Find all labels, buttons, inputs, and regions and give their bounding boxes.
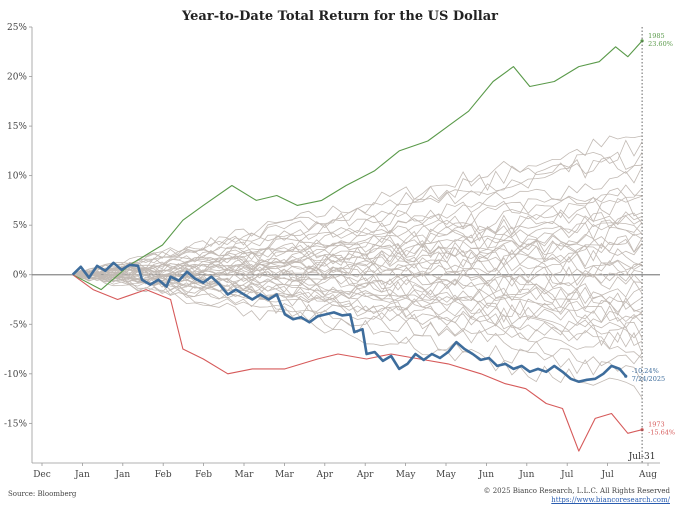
y-tick-label: -5% (10, 320, 28, 330)
history-line (72, 226, 643, 276)
series-value-2025: 7/24/2025 (632, 375, 665, 383)
y-tick-label: -15% (4, 419, 27, 429)
y-tick-label: 25% (7, 23, 27, 33)
y-tick-label: 20% (7, 73, 27, 83)
x-tick-label: Apr (316, 470, 334, 480)
x-tick-label: May (436, 470, 457, 480)
x-tick-label: Jun (478, 470, 494, 480)
x-tick-label: Jan (114, 470, 130, 480)
history-line (72, 274, 643, 354)
series-end-dot-2025 (624, 374, 628, 378)
source-note: Source: Bloomberg (8, 490, 77, 498)
x-tick-label: Feb (155, 470, 172, 480)
history-line (72, 222, 643, 277)
history-line (72, 166, 643, 276)
history-line (72, 212, 643, 276)
x-tick-label: Feb (195, 470, 212, 480)
history-line (72, 219, 643, 277)
series-label-1985: 1985 (648, 32, 665, 40)
x-tick-label: Apr (356, 470, 374, 480)
history-line (72, 274, 643, 323)
history-line (72, 272, 643, 300)
website-link[interactable]: https://www.biancoresearch.com/ (551, 496, 670, 504)
x-tick-label: Jan (74, 470, 90, 480)
copyright-text: © 2025 Bianco Research, L.L.C. All Right… (483, 487, 671, 495)
history-line (72, 135, 643, 276)
chart-title: Year-to-Date Total Return for the US Dol… (182, 9, 498, 24)
history-line (72, 184, 643, 276)
x-tick-label: Jul (560, 470, 573, 480)
x-tick-label: Mar (275, 470, 295, 480)
copyright-block: © 2025 Bianco Research, L.L.C. All Right… (484, 487, 671, 505)
x-tick-label: Aug (638, 470, 657, 480)
x-tick-label: Dec (33, 470, 51, 480)
jul31-marker-label: Jul-31 (628, 452, 656, 462)
history-line (72, 274, 643, 399)
y-tick-label: -10% (4, 370, 27, 380)
x-tick-label: Jul (600, 470, 613, 480)
x-tick-label: Mar (235, 470, 255, 480)
history-line (72, 151, 643, 276)
series-line-1985 (72, 40, 643, 291)
history-line (72, 248, 643, 277)
series-line-2025 (71, 261, 627, 384)
series-end-dot-1985 (640, 39, 644, 43)
x-tick-label: Jun (518, 470, 534, 480)
y-tick-label: 10% (7, 172, 27, 182)
history-line (72, 260, 643, 279)
x-tick-label: May (396, 470, 417, 480)
series-value-1973: -15.64% (648, 429, 675, 437)
history-line (72, 274, 643, 383)
y-tick-label: 5% (13, 221, 28, 231)
y-tick-label: 15% (7, 122, 27, 132)
series-value-1985: 23.60% (648, 40, 673, 48)
series-label-1973: 1973 (648, 421, 665, 429)
history-line (72, 139, 643, 276)
series-label-2025: -10.24% (632, 367, 659, 375)
y-tick-label: 0% (13, 271, 28, 281)
history-line (72, 272, 643, 305)
